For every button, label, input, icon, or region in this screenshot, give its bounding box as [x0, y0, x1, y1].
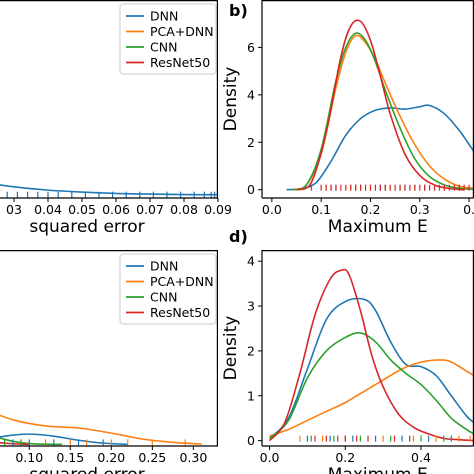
panel-label: b): [229, 1, 248, 20]
x-tick-label: 0.25: [138, 450, 166, 465]
x-axis-label: Maximum E: [328, 465, 428, 474]
x-axis-label: Maximum E: [328, 217, 428, 237]
legend-entry: PCA+DNN: [150, 274, 214, 289]
y-tick-label: 6: [247, 40, 255, 55]
legend-box: [119, 3, 217, 75]
x-tick-label: 0.4: [411, 450, 431, 465]
y-tick-label: 1: [247, 388, 255, 403]
panel-a: 03 0.04 0.05 0.06 0.07 0.08 0.09 squared error D…: [0, 0, 232, 237]
x-tick-label: 0.08: [170, 202, 198, 217]
panel-label: d): [229, 227, 248, 246]
y-tick-label: 4: [247, 254, 255, 269]
x-tick-label: 0.0: [260, 450, 280, 465]
y-axis-label: Density: [221, 316, 241, 381]
x-tick-label: 0.10: [15, 450, 43, 465]
legend-entry: DNN: [150, 9, 178, 24]
series-line-dnn: [268, 297, 474, 439]
x-tick-label: 0.15: [56, 450, 84, 465]
series-line-cnn: [269, 332, 474, 439]
y-tick-label: 2: [247, 135, 255, 150]
rug-group: [310, 184, 470, 191]
series-line-pca-dnn: [291, 34, 474, 191]
legend-entry: PCA+DNN: [150, 24, 214, 39]
rug-group: [299, 435, 471, 442]
y-axis-label: Density: [221, 67, 241, 132]
series-line-resnet50: [296, 19, 465, 191]
legend-entry: ResNet50: [150, 55, 210, 70]
x-tick-label: 0.06: [102, 202, 130, 217]
y-tick-label: 2: [247, 343, 255, 358]
legend-entry: DNN: [150, 259, 178, 274]
y-tick-label: 4: [247, 87, 255, 102]
x-tick-label: 0.30: [179, 450, 207, 465]
panel-c: 0.10 0.15 0.20 0.25 0.30 squared error DNNPCA+…: [0, 250, 218, 474]
rug-group: [4, 439, 186, 446]
series-line-pca-dnn: [0, 414, 202, 445]
y-tick-label: 3: [247, 299, 255, 314]
legend-box: [119, 253, 217, 325]
x-tick-label: 03: [6, 202, 22, 217]
rug-group: [6, 191, 216, 198]
series-line-dnn: [286, 104, 474, 191]
x-tick-label: 0.05: [68, 202, 96, 217]
y-tick-label: 0: [247, 433, 255, 448]
series-group: [268, 268, 474, 442]
legend-entry: CNN: [150, 40, 177, 55]
x-tick-label: 0.20: [97, 450, 125, 465]
panel-d: 0.0 0.2 0.4 0 1 2 3 4 Maximum E Density d): [221, 227, 474, 474]
series-group: [0, 414, 202, 446]
x-axis-label: squared error: [29, 465, 144, 474]
series-line-cnn: [291, 32, 474, 191]
x-tick-label: 0.: [463, 202, 474, 217]
series-line-dnn: [0, 184, 218, 196]
series-group: [286, 19, 474, 191]
series-group: [0, 184, 218, 196]
y-tick-label: 0: [247, 182, 255, 197]
series-line-pca-dnn: [269, 359, 474, 437]
x-tick-label: 0.3: [410, 202, 430, 217]
x-tick-label: 0.1: [311, 202, 331, 217]
x-tick-label: 0.04: [34, 202, 62, 217]
x-tick-label: 0.09: [204, 202, 232, 217]
legend-entry: ResNet50: [150, 305, 210, 320]
legend-entry: CNN: [150, 290, 177, 305]
x-axis-label: squared error: [29, 217, 144, 237]
x-tick-label: 0.2: [335, 450, 355, 465]
x-tick-label: 0.0: [262, 202, 282, 217]
x-tick-label: 0.07: [136, 202, 164, 217]
series-line-resnet50: [268, 268, 474, 442]
x-tick-label: 0.2: [361, 202, 381, 217]
